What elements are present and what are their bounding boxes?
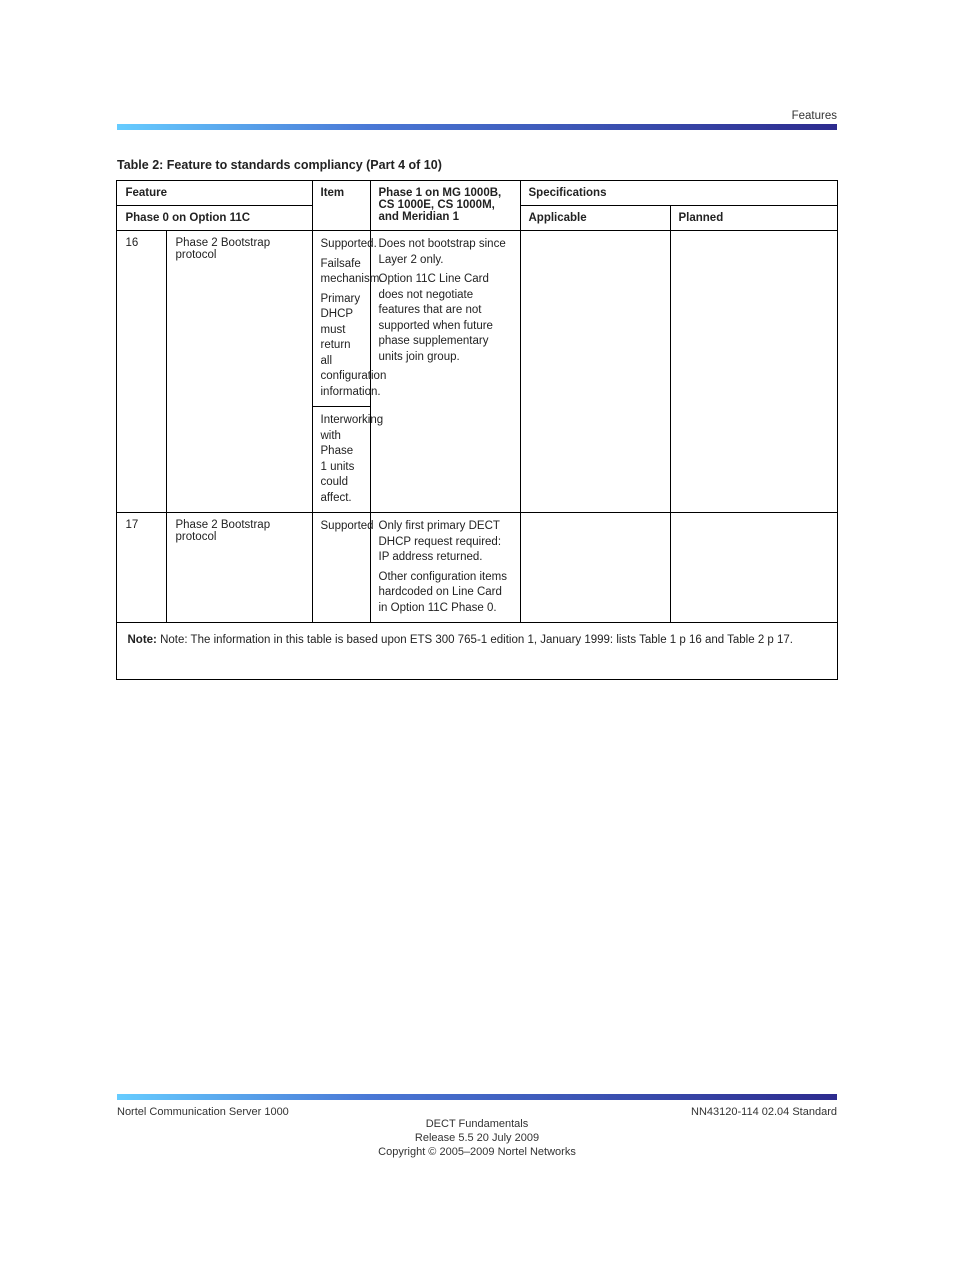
table-caption: Table 2: Feature to standards compliancy… [117, 158, 837, 172]
cell-ph1: Supported [312, 513, 370, 623]
col-ph1: Phase 1 on MG 1000B, CS 1000E, CS 1000M,… [370, 181, 520, 231]
cell-planned [670, 231, 837, 513]
footer-center-1: DECT Fundamentals [117, 1118, 837, 1130]
footer-center-2: Release 5.5 20 July 2009 [117, 1132, 837, 1144]
table-footnote-row: Note: Note: The information in this tabl… [117, 623, 837, 680]
col-ph0-sub: Phase 0 on Option 11C [117, 206, 312, 231]
footer-copyright: Copyright © 2005–2009 Nortel Networks [117, 1146, 837, 1158]
cell-applicable [520, 231, 670, 513]
cell-ph0: Only first primary DECT DHCP request req… [370, 513, 520, 623]
cell-planned [670, 513, 837, 623]
cell-ph1-b: Interworking with Phase 1 units could af… [312, 407, 370, 513]
table-footnote: Note: Note: The information in this tabl… [117, 623, 837, 680]
table-row: 16 Phase 2 Bootstrap protocol Supported.… [117, 231, 837, 407]
header-right-label: Features [117, 110, 837, 122]
cell-feature: Phase 2 Bootstrap protocol [167, 513, 312, 623]
cell-feature: Phase 2 Bootstrap protocol [167, 231, 312, 513]
col-applicable: Applicable [520, 206, 670, 231]
cell-item: 17 [117, 513, 167, 623]
top-gradient-bar [117, 124, 837, 130]
bottom-gradient-bar [117, 1094, 837, 1100]
col-specs: Specifications [520, 181, 837, 206]
cell-ph1-a: Supported. Failsafe mechanism. Primary D… [312, 231, 370, 407]
cell-item: 16 [117, 231, 167, 513]
cell-applicable [520, 513, 670, 623]
cell-ph0: Does not bootstrap since Layer 2 only. O… [370, 231, 520, 513]
compliance-table: Feature Item Phase 1 on MG 1000B, CS 100… [116, 180, 837, 680]
col-item: Item [312, 181, 370, 231]
col-planned: Planned [670, 206, 837, 231]
col-feature: Feature [117, 181, 312, 206]
table-row: 17 Phase 2 Bootstrap protocol Supported … [117, 513, 837, 623]
